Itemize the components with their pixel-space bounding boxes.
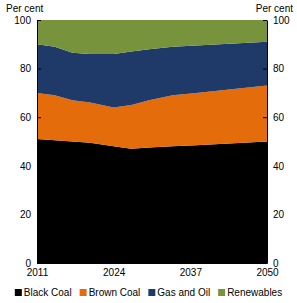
y-axis-tick-mark [37,117,41,118]
y-axis-tick-mark [37,20,41,21]
y2-axis-tick: 40 [263,161,285,172]
y-axis-line [37,21,38,264]
x-axis-tick-mark [190,259,191,263]
y-axis-tick: 60 [20,112,41,123]
y2-axis: 020406080100 [263,15,290,269]
y-axis: 020406080100 [14,15,41,269]
y2-axis-tick: 100 [263,15,290,26]
y2-axis-tick-mark [263,166,267,167]
y-axis-tick-label: 100 [14,15,31,26]
y2-axis-tick-mark [263,117,267,118]
legend-label: Brown Coal [89,287,141,298]
legend-swatch [218,289,225,296]
x-axis-tick-label: 2050 [256,267,279,278]
y-axis-tick: 80 [20,63,41,74]
y2-axis-tick-mark [263,69,267,70]
legend-swatch [80,289,87,296]
chart: 0204060801000204060801002011202420372050… [0,0,297,303]
y2-axis-tick-label: 20 [273,209,285,220]
legend-swatch [148,289,155,296]
y-axis-tick-label: 80 [20,63,32,74]
y-axis-tick: 20 [20,209,41,220]
y-axis-title: Per cent [6,3,43,14]
y2-axis-tick-label: 60 [273,112,285,123]
plot-area [37,20,267,263]
x-axis-line [38,263,268,264]
y2-axis-tick: 80 [263,63,285,74]
legend: Black Coal Brown Coal Gas and Oil Renewable… [15,287,282,298]
legend-label: Renewables [227,287,282,298]
area-3 [37,20,267,54]
x-axis-tick: 2037 [180,259,203,278]
y-axis-tick-label: 40 [20,161,32,172]
y-axis-tick: 40 [20,161,41,172]
y-axis-tick-label: 60 [20,112,32,123]
y2-axis-tick-mark [263,20,267,21]
y2-axis-tick-label: 40 [273,161,285,172]
y-axis-tick-mark [37,166,41,167]
x-axis-tick-mark [37,259,38,263]
y2-axis-tick-mark [263,214,267,215]
area-0 [37,139,267,263]
x-axis-tick-label: 2037 [180,267,203,278]
legend-item: Gas and Oil [148,287,210,298]
y-axis-tick-label: 20 [20,209,32,220]
x-axis-tick: 2024 [103,259,126,278]
legend-label: Gas and Oil [157,287,210,298]
x-axis-tick-label: 2011 [27,267,49,278]
y2-axis-tick: 60 [263,112,285,123]
legend-swatch [15,289,22,296]
x-axis-tick-mark [267,259,268,263]
x-axis: 2011 2024 2037 2050 [27,259,279,278]
legend-item: Renewables [218,287,282,298]
legend-label: Black Coal [24,287,72,298]
legend-item: Brown Coal [80,287,141,298]
y-axis-tick-mark [37,214,41,215]
y2-axis-tick: 20 [263,209,285,220]
y2-axis-tick-label: 80 [273,63,285,74]
x-axis-tick-label: 2024 [103,267,126,278]
x-axis-tick-mark [114,259,115,263]
y2-axis-title: Per cent [256,3,293,14]
x-axis-tick: 2050 [256,259,279,278]
y-axis-tick: 100 [14,15,41,26]
y2-axis-line [267,21,268,264]
y-axis-tick-mark [37,69,41,70]
legend-item: Black Coal [15,287,72,298]
y2-axis-tick-label: 100 [273,15,290,26]
x-axis-tick: 2011 [27,259,49,278]
